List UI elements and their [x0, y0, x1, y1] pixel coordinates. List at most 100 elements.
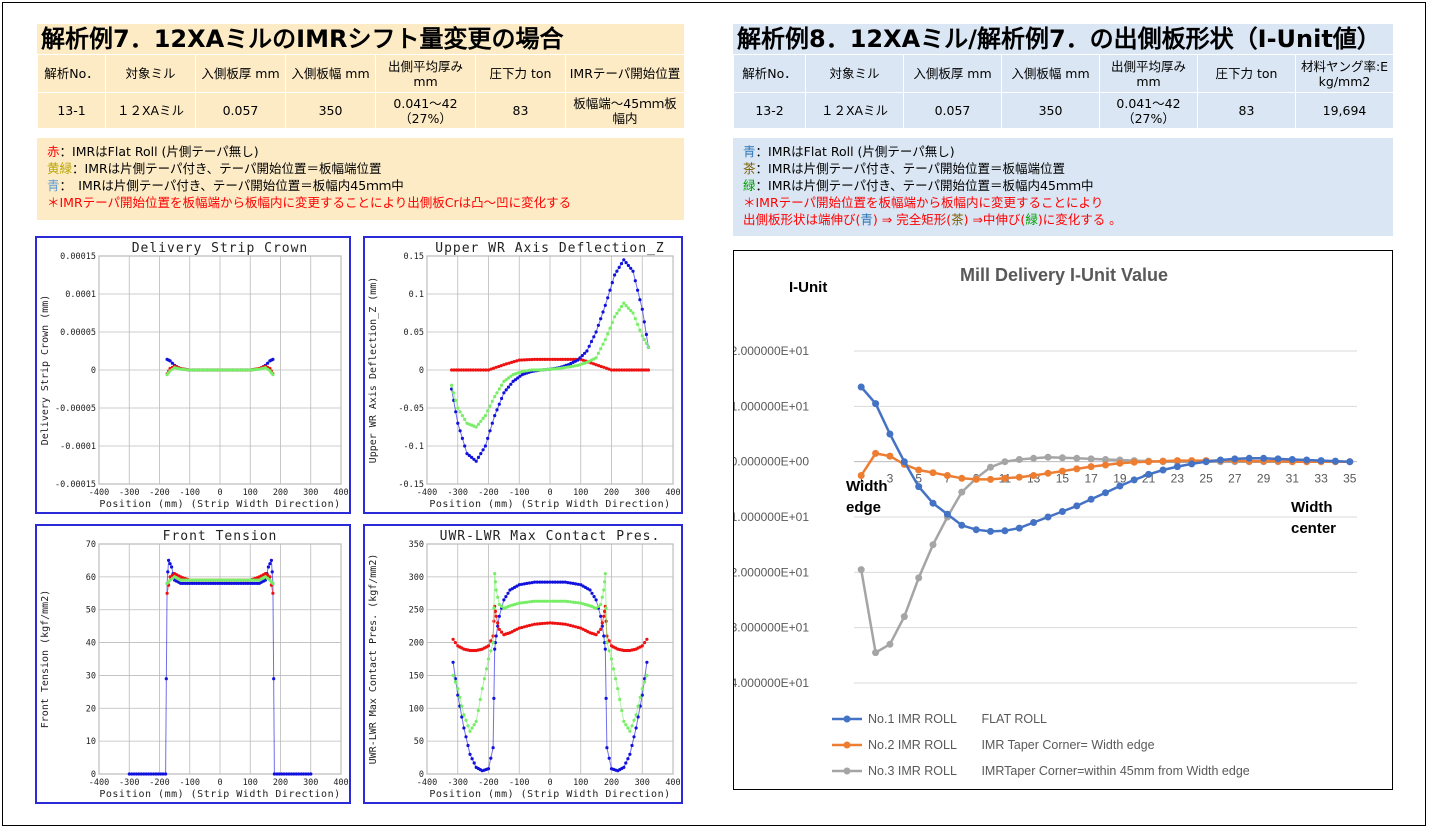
series-point-green — [491, 641, 495, 645]
series-point-green — [548, 367, 552, 371]
series-point-blue — [525, 581, 529, 585]
series-point-green — [237, 578, 241, 582]
series-point-green — [476, 422, 481, 426]
series-point-green — [488, 404, 492, 408]
series-point-red — [494, 365, 498, 369]
series-point-blue — [280, 772, 284, 776]
x-tick-label: 300 — [303, 778, 318, 788]
series-point-green — [536, 368, 541, 372]
series-point-red — [581, 358, 585, 362]
series-point-blue — [486, 767, 491, 771]
series-point-red — [499, 364, 503, 368]
series-point-green — [474, 719, 478, 723]
series-point-green — [253, 368, 257, 372]
series-point-red — [471, 368, 475, 372]
series-point-red — [512, 360, 516, 364]
series-point-green — [190, 368, 194, 372]
series-point-blue — [594, 598, 598, 602]
series-point-blue — [268, 562, 272, 566]
series-point-green — [493, 580, 497, 584]
series-point-blue — [472, 457, 476, 461]
series-point-green — [563, 599, 567, 603]
chart-title: Upper WR Axis Deflection_Z — [435, 241, 665, 256]
series-point-2 — [1130, 458, 1138, 466]
series-point-blue — [460, 436, 464, 440]
series-point-blue — [167, 558, 171, 562]
series-point-green — [608, 326, 612, 330]
series-point-blue — [202, 581, 206, 585]
series-point-blue — [636, 715, 640, 719]
right-table-cell-4: 0.041～42 （27%） — [1099, 92, 1198, 129]
y-tick-label: 200 — [409, 639, 424, 649]
series-point-1 — [1102, 489, 1109, 497]
series-point-blue — [606, 296, 610, 300]
series-point-green — [609, 657, 614, 661]
series-point-green — [200, 368, 204, 372]
x-axis-label: Position (mm) (Strip Width Direction) — [99, 789, 340, 800]
series-point-green — [502, 379, 506, 383]
series-point-1 — [987, 527, 994, 535]
series-point-red — [609, 368, 614, 372]
series-point-red — [599, 627, 603, 631]
series-point-red — [556, 621, 560, 626]
series-point-blue — [149, 772, 153, 776]
chart-title: Front Tension — [163, 529, 278, 544]
series-point-blue — [568, 581, 573, 585]
series-point-green — [636, 704, 640, 708]
series-point-2 — [1145, 458, 1153, 466]
x-tick-label: -100 — [509, 488, 529, 498]
series-point-blue — [483, 444, 487, 448]
series-point-green — [225, 578, 229, 582]
series-point-blue — [190, 581, 194, 585]
series-point-1 — [900, 458, 908, 466]
series-point-blue — [472, 761, 476, 765]
x-tick-label: 200 — [604, 778, 619, 788]
series-point-green — [231, 368, 235, 372]
annotation-width-edge-2: edge — [846, 499, 881, 516]
series-point-blue — [134, 772, 139, 776]
series-point-red — [571, 624, 575, 628]
series-point-green — [600, 595, 604, 599]
series-point-blue — [250, 581, 255, 585]
series-point-blue — [179, 581, 183, 585]
series-point-green — [460, 414, 464, 418]
series-point-red — [643, 641, 647, 645]
series-point-blue — [309, 772, 313, 776]
x-tick-label: 100 — [243, 778, 258, 788]
series-point-3 — [987, 463, 994, 471]
series-point-blue — [509, 382, 513, 386]
series-point-green — [263, 575, 267, 579]
series-point-red — [553, 357, 557, 361]
series-point-blue — [551, 580, 555, 584]
y-tick-label: 0.00005 — [60, 328, 96, 338]
x-tick-label: 200 — [604, 488, 619, 498]
series-point-red — [622, 368, 626, 372]
chart-title: Delivery Strip Crown — [132, 241, 309, 256]
series-point-2 — [943, 472, 951, 479]
series-point-red — [486, 644, 491, 648]
y-tick-label: -4.000000E+01 — [734, 676, 809, 690]
series-point-3 — [1102, 456, 1109, 463]
series-point-green — [638, 695, 642, 699]
series-point-blue — [220, 581, 224, 585]
series-point-red — [620, 368, 624, 372]
series-point-blue — [596, 323, 600, 327]
y-tick-label: 0 — [419, 770, 424, 780]
series-point-green — [626, 306, 630, 310]
series-point-green — [603, 580, 607, 584]
series-point-blue — [292, 772, 296, 776]
series-point-blue — [266, 361, 270, 365]
series-point-green — [555, 367, 559, 371]
series-point-green — [620, 708, 624, 713]
y-axis-label: Upper WR Axis Deflection_Z (mm) — [368, 277, 379, 464]
series-point-green — [170, 576, 174, 581]
series-point-green — [624, 304, 628, 308]
series-point-1 — [1260, 454, 1268, 462]
series-point-1 — [1044, 513, 1052, 521]
series-point-blue — [502, 598, 506, 602]
series-point-blue — [592, 595, 596, 599]
series-point-green — [468, 729, 472, 733]
series-point-green — [638, 328, 642, 332]
series-point-red — [533, 357, 537, 361]
series-point-blue — [603, 641, 607, 645]
